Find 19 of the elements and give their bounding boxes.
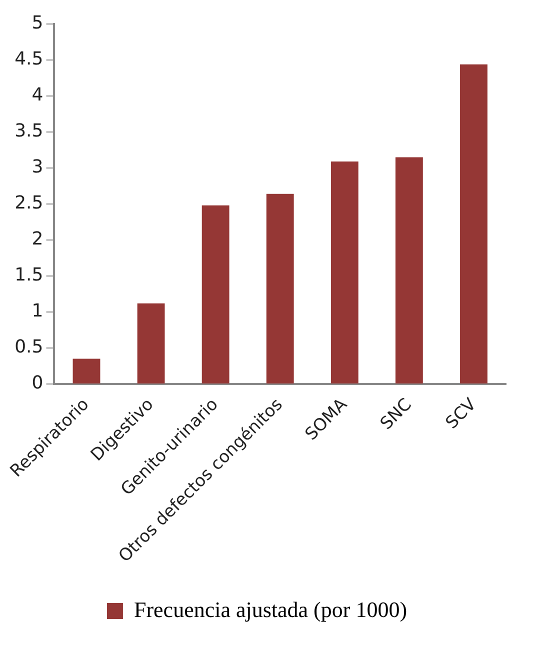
bar xyxy=(72,358,100,384)
bar xyxy=(137,303,165,384)
y-tick-label: 5 xyxy=(32,12,44,34)
y-tick-label: 2 xyxy=(32,228,44,250)
y-tick-label: 1 xyxy=(32,300,44,322)
y-tick-label: 4.5 xyxy=(14,48,44,70)
y-tick-label: 2.5 xyxy=(14,192,44,214)
y-tick-label: 4 xyxy=(32,84,44,106)
bar xyxy=(202,205,230,384)
y-tick-label: 3 xyxy=(32,156,44,178)
y-tick-label: 0.5 xyxy=(14,336,44,358)
bar xyxy=(460,64,488,384)
y-tick-label: 1.5 xyxy=(14,264,44,286)
y-tick-label: 3.5 xyxy=(14,120,44,142)
y-tick-label: 0 xyxy=(32,372,44,394)
bar xyxy=(395,157,423,384)
bar xyxy=(266,194,294,384)
legend-label: Frecuencia ajustada (por 1000) xyxy=(134,596,408,622)
bar xyxy=(330,162,358,384)
